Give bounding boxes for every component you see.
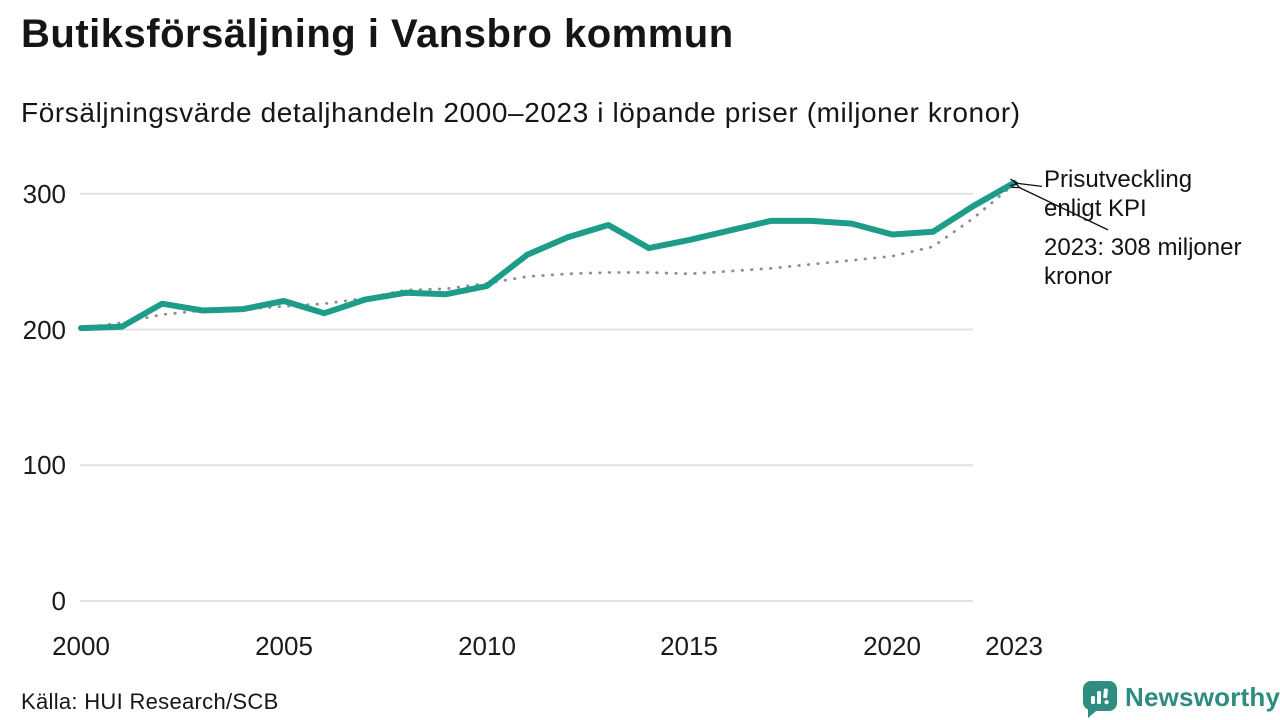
x-tick-2023: 2023 [985, 631, 1043, 661]
x-tick-2010: 2010 [458, 631, 516, 661]
gridlines [80, 192, 973, 602]
y-tick-200: 200 [22, 315, 66, 345]
source-note: Källa: HUI Research/SCB [21, 689, 279, 714]
y-tick-300: 300 [22, 179, 66, 209]
y-tick-0: 0 [51, 586, 66, 616]
latest-value-annotation: 2023: 308 miljoner kronor [1044, 234, 1242, 290]
x-tick-2005: 2005 [255, 631, 313, 661]
newsworthy-brand-name: Newsworthy [1125, 682, 1280, 712]
y-tick-100: 100 [22, 450, 66, 480]
page-title: Butiksförsäljning i Vansbro kommun [21, 12, 734, 56]
newsworthy-logo-icon [1083, 681, 1117, 718]
x-tick-2015: 2015 [660, 631, 718, 661]
annotation-arrows [1018, 183, 1109, 231]
kpi-annotation-label: Prisutveckling enligt KPI [1044, 166, 1193, 222]
newsworthy-brand: Newsworthy [1082, 680, 1280, 718]
annotation-arrow-1 [1018, 183, 1043, 188]
x-tick-2020: 2020 [863, 631, 921, 661]
series-lines [78, 179, 1017, 332]
annotation-arrow-2 [1019, 187, 1109, 231]
sales-line [78, 179, 1017, 332]
kpi-annotation: Prisutveckling enligt KPI 2023: 308 milj… [1044, 165, 1249, 291]
x-tick-2000: 2000 [52, 631, 110, 661]
chart-subtitle: Försäljningsvärde detaljhandeln 2000–202… [21, 97, 1021, 128]
